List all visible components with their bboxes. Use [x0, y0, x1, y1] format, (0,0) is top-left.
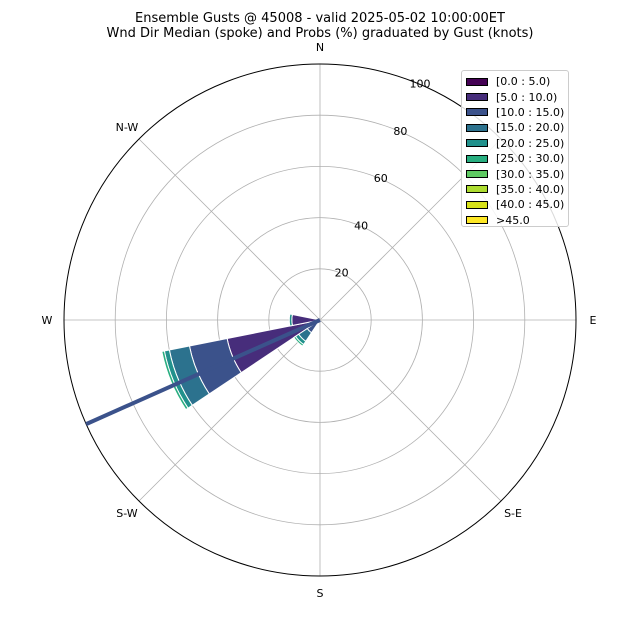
- grid-spoke: [138, 138, 321, 321]
- radial-tick-label: 40: [354, 219, 368, 232]
- legend-item: [30.0 : 35.0): [466, 166, 568, 181]
- legend-item: >45.0: [466, 213, 568, 228]
- legend-item: [20.0 : 25.0): [466, 136, 568, 151]
- direction-label: N: [316, 41, 324, 54]
- legend-item: [0.0 : 5.0): [466, 74, 568, 89]
- legend-item: [10.0 : 15.0): [466, 105, 568, 120]
- legend-label: [35.0 : 40.0): [496, 182, 565, 196]
- legend-label: [20.0 : 25.0): [496, 136, 565, 150]
- legend-item: [5.0 : 10.0): [466, 89, 568, 104]
- chart-title: Ensemble Gusts @ 45008 - valid 2025-05-0…: [135, 11, 505, 26]
- direction-label: S-W: [116, 507, 138, 520]
- direction-label: S-E: [504, 507, 522, 520]
- wedge-segment: [288, 313, 293, 327]
- radial-tick-label: 80: [393, 125, 407, 138]
- median-spoke: [85, 318, 321, 426]
- legend-swatch: [466, 170, 488, 179]
- direction-label: W: [42, 314, 53, 327]
- legend-label: [25.0 : 30.0): [496, 152, 565, 166]
- legend-swatch: [466, 154, 488, 163]
- legend-swatch: [466, 77, 488, 86]
- legend-swatch: [466, 216, 488, 225]
- radial-tick-label: 60: [374, 172, 388, 185]
- legend-swatch: [466, 139, 488, 148]
- legend-label: [10.0 : 15.0): [496, 105, 565, 119]
- legend-item: [15.0 : 20.0): [466, 120, 568, 135]
- legend-swatch: [466, 200, 488, 209]
- grid-spoke: [138, 319, 321, 502]
- legend-label: >45.0: [496, 213, 530, 227]
- legend-item: [25.0 : 30.0): [466, 151, 568, 166]
- wedge-segment: [161, 350, 189, 411]
- wedge-segment: [293, 335, 305, 347]
- grid-spoke: [319, 319, 502, 502]
- polar-frame: [63, 63, 577, 577]
- direction-label: E: [590, 314, 597, 327]
- legend-swatch: [466, 108, 488, 117]
- legend-label: [5.0 : 10.0): [496, 90, 558, 104]
- chart-subtitle: Wnd Dir Median (spoke) and Probs (%) gra…: [106, 26, 534, 41]
- legend-swatch: [466, 185, 488, 194]
- legend-label: [30.0 : 35.0): [496, 167, 565, 181]
- legend-swatch: [466, 93, 488, 102]
- legend: [0.0 : 5.0) [5.0 : 10.0) [10.0 : 15.0) [15.…: [461, 70, 569, 227]
- legend-swatch: [466, 123, 488, 132]
- legend-label: [15.0 : 20.0): [496, 121, 565, 135]
- radial-tick-label: 100: [409, 77, 430, 90]
- legend-label: [0.0 : 5.0): [496, 75, 551, 89]
- legend-label: [40.0 : 45.0): [496, 198, 565, 212]
- legend-item: [40.0 : 45.0): [466, 197, 568, 212]
- radial-tick-label: 20: [335, 267, 349, 280]
- direction-label: N-W: [116, 121, 139, 134]
- direction-label: S: [317, 587, 324, 600]
- legend-item: [35.0 : 40.0): [466, 182, 568, 197]
